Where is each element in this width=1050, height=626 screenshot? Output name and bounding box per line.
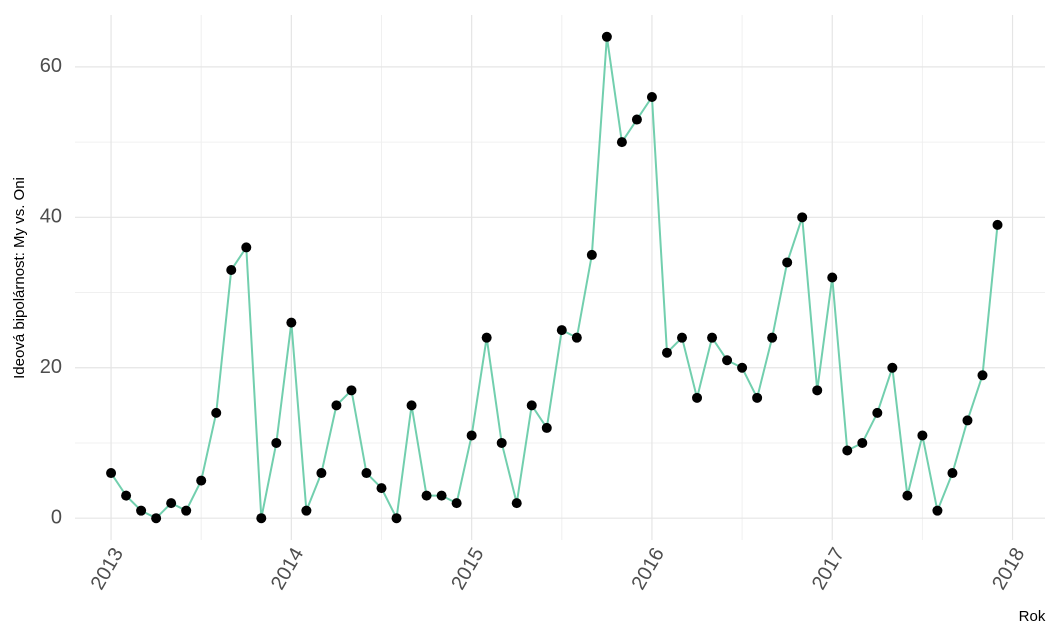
data-point bbox=[767, 332, 778, 343]
data-point bbox=[631, 114, 642, 125]
x-tick-label: 2016 bbox=[628, 544, 669, 594]
data-point bbox=[121, 490, 132, 501]
data-point bbox=[977, 370, 988, 381]
x-tick-label: 2018 bbox=[988, 544, 1029, 594]
data-point bbox=[346, 385, 357, 396]
data-point bbox=[707, 332, 718, 343]
data-point bbox=[331, 400, 342, 411]
data-point bbox=[271, 437, 282, 448]
y-axis-label: Ideová bipolárnost: My vs. Oni bbox=[11, 177, 28, 379]
data-point bbox=[196, 475, 207, 486]
data-point bbox=[556, 325, 567, 336]
data-point bbox=[857, 437, 868, 448]
data-point bbox=[301, 505, 312, 516]
data-point bbox=[106, 468, 117, 479]
data-point bbox=[436, 490, 447, 501]
data-point bbox=[887, 362, 898, 373]
data-point bbox=[136, 505, 147, 516]
data-point bbox=[646, 91, 657, 102]
data-point bbox=[181, 505, 192, 516]
data-point bbox=[211, 407, 222, 418]
data-point bbox=[782, 257, 793, 268]
data-point bbox=[496, 437, 507, 448]
data-point bbox=[421, 490, 432, 501]
data-point bbox=[406, 400, 417, 411]
data-point bbox=[361, 468, 372, 479]
data-point bbox=[737, 362, 748, 373]
data-point bbox=[661, 347, 672, 358]
data-point bbox=[992, 219, 1003, 230]
x-tick-label: 2014 bbox=[267, 544, 308, 594]
data-point bbox=[616, 137, 627, 148]
data-point bbox=[316, 468, 327, 479]
data-point bbox=[917, 430, 928, 441]
data-point bbox=[376, 483, 387, 494]
data-point bbox=[286, 317, 297, 328]
data-point bbox=[601, 31, 612, 42]
data-point bbox=[872, 407, 883, 418]
data-point bbox=[241, 242, 252, 253]
data-point bbox=[932, 505, 943, 516]
data-point bbox=[391, 513, 402, 524]
y-tick-label: 0 bbox=[51, 506, 62, 528]
x-tick-label: 2015 bbox=[447, 544, 488, 594]
x-tick-label: 2013 bbox=[87, 544, 128, 594]
data-point bbox=[827, 272, 838, 283]
data-point bbox=[481, 332, 492, 343]
data-point bbox=[541, 422, 552, 433]
data-point bbox=[692, 392, 703, 403]
data-point bbox=[752, 392, 763, 403]
x-axis-label: Rok bbox=[1019, 608, 1046, 625]
data-point bbox=[451, 498, 462, 509]
data-point bbox=[902, 490, 913, 501]
data-point bbox=[962, 415, 973, 426]
y-tick-label: 40 bbox=[40, 206, 62, 228]
data-point bbox=[586, 249, 597, 260]
data-point bbox=[226, 264, 237, 275]
data-point bbox=[797, 212, 808, 223]
data-point bbox=[722, 355, 733, 366]
data-point bbox=[526, 400, 537, 411]
y-tick-label: 20 bbox=[40, 356, 62, 378]
x-tick-label: 2017 bbox=[808, 544, 849, 594]
data-point bbox=[842, 445, 853, 456]
data-point bbox=[947, 468, 958, 479]
data-point bbox=[256, 513, 267, 524]
y-tick-label: 60 bbox=[40, 55, 62, 77]
data-point bbox=[166, 498, 177, 509]
data-point bbox=[151, 513, 162, 524]
data-point bbox=[511, 498, 522, 509]
data-point bbox=[571, 332, 582, 343]
data-point bbox=[812, 385, 823, 396]
data-point bbox=[466, 430, 477, 441]
data-point bbox=[677, 332, 688, 343]
